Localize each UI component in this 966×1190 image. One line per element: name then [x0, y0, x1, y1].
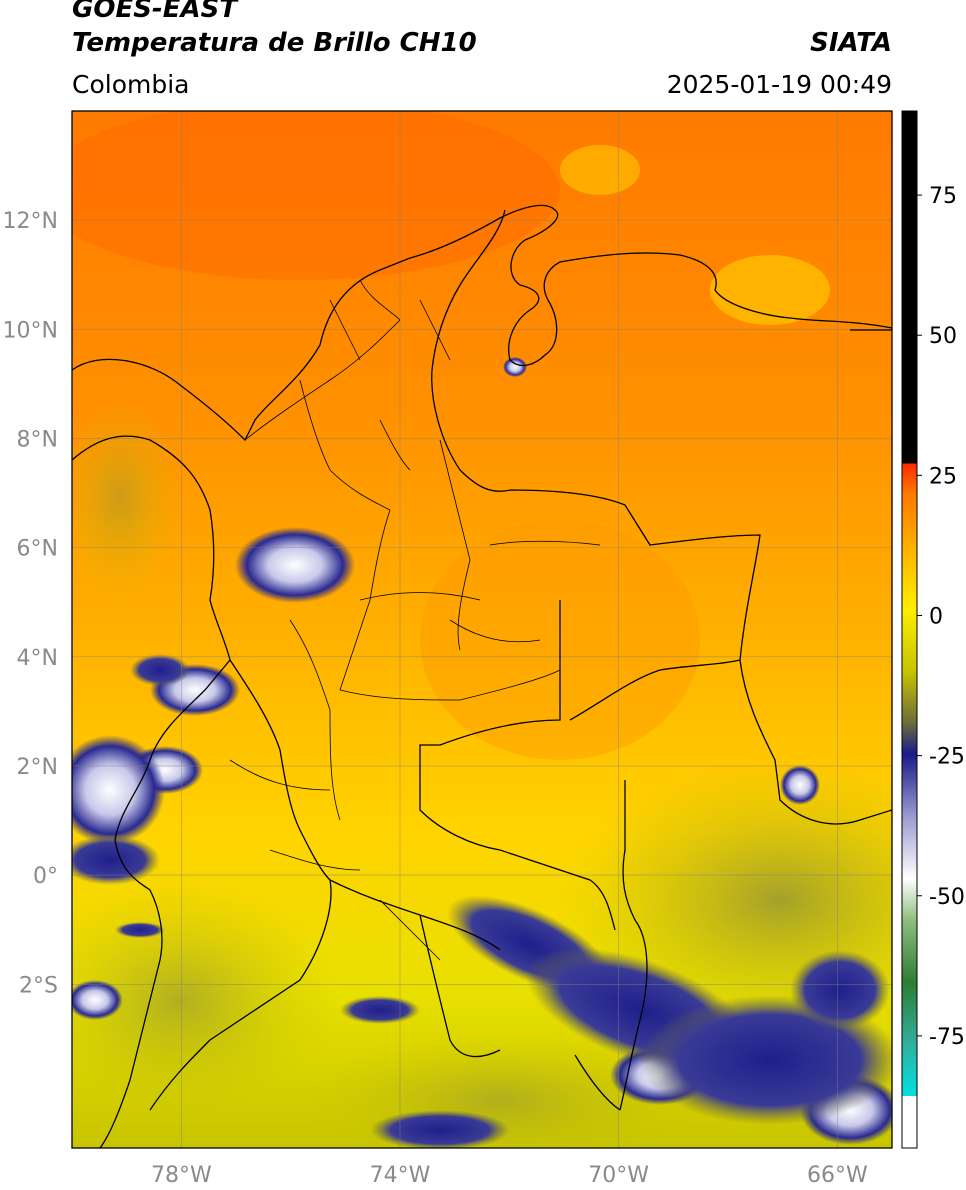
colorbar-tick-label: 50: [929, 324, 957, 349]
colorbar: [901, 110, 918, 1149]
region-label: Colombia: [72, 70, 190, 99]
colorbar-tick-label: -50: [929, 885, 965, 910]
lat-tick-label: 6°N: [17, 537, 58, 562]
lat-tick-label: 10°N: [3, 318, 58, 343]
lat-tick-label: 0°: [33, 864, 58, 889]
colorbar-tick-label: 0: [929, 604, 943, 629]
map-gridlines: [72, 111, 892, 1148]
lat-tick-label: 2°N: [17, 755, 58, 780]
country-borders: [72, 204, 892, 1148]
map-frame: [71, 110, 893, 1149]
title-product: Temperatura de Brillo CH10: [72, 28, 477, 58]
lon-tick-label: 74°W: [370, 1163, 431, 1188]
department-borders: [229, 279, 601, 961]
lat-tick-label: 8°N: [17, 427, 58, 452]
colorbar-tick-label: 75: [929, 184, 957, 209]
colorbar-tick-label: -25: [929, 745, 965, 770]
lat-tick-label: 4°N: [17, 646, 58, 671]
lon-tick-label: 70°W: [588, 1163, 649, 1188]
satellite-image: [72, 111, 892, 1148]
colorbar-ticks: 75 50 25 0 -25 -50 -75: [917, 184, 965, 1050]
longitude-ticks: 78°W 74°W 70°W 66°W: [151, 1163, 868, 1188]
lat-tick-label: 12°N: [3, 209, 58, 234]
lon-tick-label: 66°W: [807, 1163, 868, 1188]
title-satellite: GOES-EAST: [72, 0, 238, 24]
lon-tick-label: 78°W: [151, 1163, 212, 1188]
datetime-label: 2025-01-19 00:49: [666, 70, 892, 99]
lat-tick-label: 2°S: [19, 973, 58, 998]
colorbar-tick-label: -75: [929, 1025, 965, 1050]
source-label: SIATA: [810, 28, 892, 58]
colorbar-tick-label: 25: [929, 464, 957, 489]
latitude-ticks: 12°N 10°N 8°N 6°N 4°N 2°N 0° 2°S: [3, 209, 58, 998]
